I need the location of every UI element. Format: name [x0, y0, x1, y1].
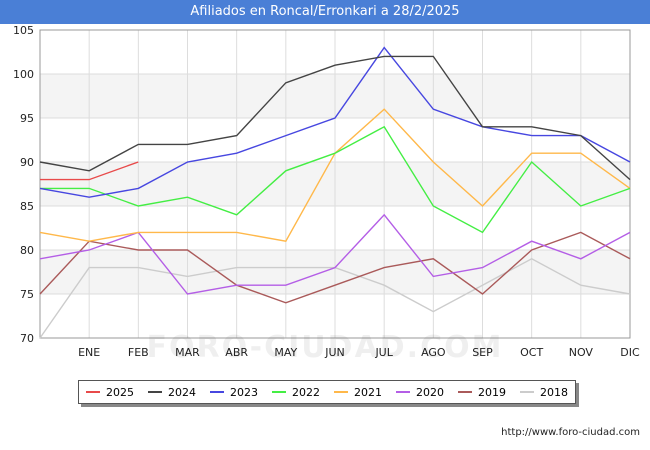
x-tick-label: MAY [274, 346, 297, 359]
legend-swatch [396, 391, 410, 393]
x-tick-label: NOV [569, 346, 594, 359]
legend-swatch [520, 391, 534, 393]
x-tick-label: FEB [128, 346, 149, 359]
y-tick-label: 100 [13, 68, 34, 81]
plot-frame [39, 29, 631, 339]
legend-label: 2022 [292, 385, 320, 399]
y-tick-label: 85 [20, 200, 34, 213]
legend-label: 2019 [478, 385, 506, 399]
y-tick-label: 75 [20, 288, 34, 301]
legend-label: 2020 [416, 385, 444, 399]
x-tick-label: ENE [78, 346, 100, 359]
legend-swatch [210, 391, 224, 393]
watermark: FORO-CIUDAD.COM [146, 330, 504, 365]
series-line-2024 [39, 55, 631, 181]
legend-label: 2023 [230, 385, 258, 399]
series-line-2022 [40, 125, 631, 234]
legend-label: 2024 [168, 385, 196, 399]
legend-label: 2021 [354, 385, 382, 399]
x-tick-label: JUL [374, 346, 393, 359]
legend-swatch [334, 391, 348, 393]
source-url: http://www.foro-ciudad.com [501, 427, 640, 438]
legend-item-2022: 2022 [272, 386, 320, 399]
legend-swatch [272, 391, 286, 393]
legend-swatch [148, 391, 162, 393]
legend-item-2020: 2020 [396, 386, 444, 399]
x-tick-label: DIC [620, 346, 640, 359]
x-tick-label: SEP [472, 346, 493, 359]
legend-swatch [86, 391, 100, 393]
legend-item-2019: 2019 [458, 386, 506, 399]
y-tick-label: 70 [20, 332, 34, 345]
x-tick-label: OCT [520, 346, 543, 359]
x-tick-label: ABR [225, 346, 248, 359]
chart-title: Afiliados en Roncal/Erronkari a 28/2/202… [0, 0, 650, 24]
legend-item-2024: 2024 [148, 386, 196, 399]
legend-item-2025: 2025 [86, 386, 134, 399]
series-line-2019 [39, 231, 631, 304]
y-tick-label: 90 [20, 156, 34, 169]
legend-item-2023: 2023 [210, 386, 258, 399]
y-tick-label: 105 [13, 24, 34, 37]
y-tick-label: 95 [20, 112, 34, 125]
series-line-2025 [40, 161, 139, 181]
legend-item-2021: 2021 [334, 386, 382, 399]
x-tick-label: JUN [324, 346, 345, 359]
x-tick-label: MAR [175, 346, 200, 359]
y-tick-label: 80 [20, 244, 34, 257]
legend-label: 2025 [106, 385, 134, 399]
series-line-2023 [39, 46, 631, 198]
legend: 2025 2024 2023 2022 2021 2020 2019 2018 [78, 380, 576, 404]
x-tick-label: AGO [421, 346, 446, 359]
legend-label: 2018 [540, 385, 568, 399]
legend-item-2018: 2018 [520, 386, 568, 399]
legend-swatch [458, 391, 472, 393]
